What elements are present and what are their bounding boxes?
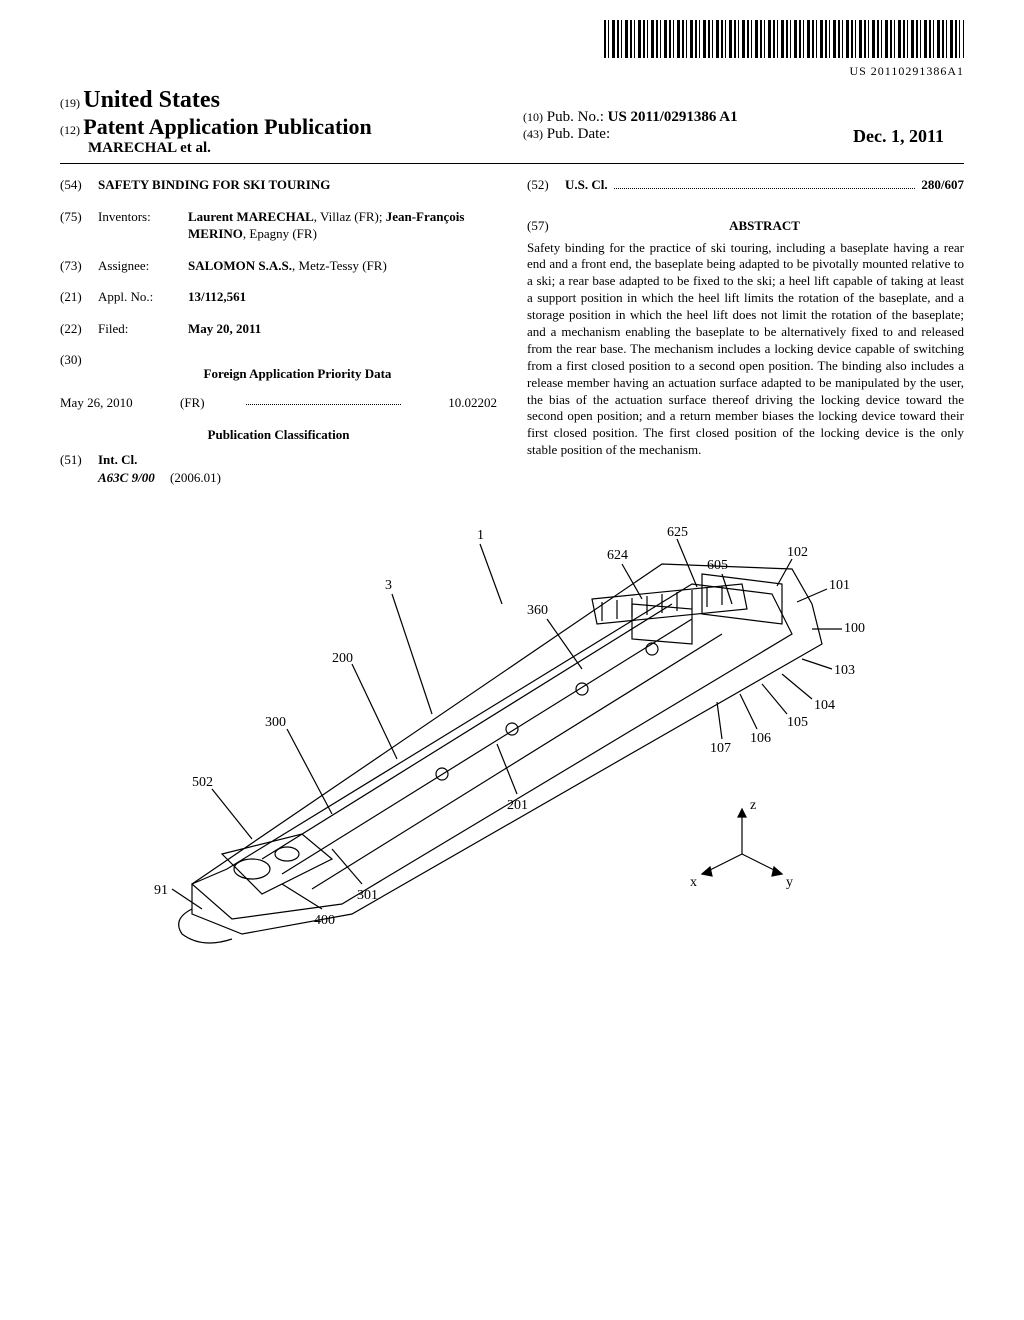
label-502: 502 bbox=[192, 775, 213, 790]
applno-value: 13/112,561 bbox=[188, 288, 497, 306]
axis-x: x bbox=[690, 875, 697, 890]
country-prefix: (19) bbox=[60, 96, 80, 110]
inventors-value: Laurent MARECHAL, Villaz (FR); Jean-Fran… bbox=[188, 208, 497, 243]
label-300: 300 bbox=[265, 715, 286, 730]
applno-num: (21) bbox=[60, 288, 98, 306]
label-3: 3 bbox=[385, 578, 392, 593]
uscl-num: (52) bbox=[527, 176, 565, 194]
inventor-1-loc: , Villaz (FR); bbox=[314, 209, 386, 224]
label-104: 104 bbox=[814, 698, 835, 713]
label-1: 1 bbox=[477, 528, 484, 543]
label-91: 91 bbox=[154, 883, 168, 898]
intcl-code: A63C 9/00 bbox=[60, 470, 170, 486]
intcl-date: (2006.01) bbox=[170, 470, 221, 486]
priority-country: (FR) bbox=[180, 395, 240, 411]
label-625: 625 bbox=[667, 525, 688, 540]
label-105: 105 bbox=[787, 715, 808, 730]
abstract-header: ABSTRACT bbox=[565, 218, 964, 234]
pub-date: Dec. 1, 2011 bbox=[853, 126, 964, 147]
intcl-num: (51) bbox=[60, 451, 98, 469]
pub-no: US 2011/0291386 A1 bbox=[608, 109, 738, 125]
label-103: 103 bbox=[834, 663, 855, 678]
axis-y: y bbox=[786, 875, 793, 890]
uscl-label: U.S. Cl. bbox=[565, 176, 608, 194]
uscl-dots bbox=[614, 179, 916, 189]
label-200: 200 bbox=[332, 651, 353, 666]
abstract-text: Safety binding for the practice of ski t… bbox=[527, 240, 964, 460]
label-301: 301 bbox=[357, 888, 378, 903]
label-624: 624 bbox=[607, 548, 628, 563]
applno-label: Appl. No.: bbox=[98, 288, 188, 306]
country: United States bbox=[83, 87, 220, 113]
classification-header: Publication Classification bbox=[60, 427, 497, 443]
pub-no-prefix: (10) bbox=[523, 110, 543, 124]
label-201: 201 bbox=[507, 798, 528, 813]
pub-date-label: Pub. Date: bbox=[547, 126, 610, 142]
label-360: 360 bbox=[527, 603, 548, 618]
assignee-num: (73) bbox=[60, 257, 98, 275]
assignee-value: SALOMON S.A.S., Metz-Tessy (FR) bbox=[188, 257, 497, 275]
barcode-number: US 20110291386A1 bbox=[60, 64, 964, 79]
priority-header: Foreign Application Priority Data bbox=[98, 365, 497, 383]
authors: MARECHAL et al. bbox=[60, 140, 523, 157]
invention-title: SAFETY BINDING FOR SKI TOURING bbox=[98, 176, 497, 194]
inventors-label: Inventors: bbox=[98, 208, 188, 243]
abstract-num: (57) bbox=[527, 218, 565, 234]
inventors-num: (75) bbox=[60, 208, 98, 243]
pub-date-prefix: (43) bbox=[523, 127, 543, 141]
priority-num: (30) bbox=[60, 351, 98, 393]
publication-title: Patent Application Publication bbox=[83, 114, 371, 139]
filed-value: May 20, 2011 bbox=[188, 320, 497, 338]
title-num: (54) bbox=[60, 176, 98, 194]
filed-num: (22) bbox=[60, 320, 98, 338]
assignee-loc: , Metz-Tessy (FR) bbox=[292, 258, 387, 273]
assignee-label: Assignee: bbox=[98, 257, 188, 275]
inventor-2-loc: , Epagny (FR) bbox=[243, 226, 317, 241]
filed-label: Filed: bbox=[98, 320, 188, 338]
label-106: 106 bbox=[750, 731, 771, 746]
patent-drawing: 1 3 200 300 502 91 400 301 201 360 624 6… bbox=[60, 514, 964, 1034]
label-605: 605 bbox=[707, 558, 728, 573]
priority-date: May 26, 2010 bbox=[60, 395, 180, 411]
label-107: 107 bbox=[710, 741, 731, 756]
axis-z: z bbox=[750, 798, 756, 813]
priority-number: 10.02202 bbox=[407, 395, 497, 411]
intcl-label: Int. Cl. bbox=[98, 451, 497, 469]
inventor-1-name: Laurent MARECHAL bbox=[188, 209, 314, 224]
label-101: 101 bbox=[829, 578, 850, 593]
label-100: 100 bbox=[844, 621, 865, 636]
pub-no-label: Pub. No.: bbox=[547, 109, 604, 125]
barcode bbox=[604, 20, 964, 58]
pub-prefix: (12) bbox=[60, 123, 80, 137]
divider bbox=[60, 163, 964, 164]
assignee-name: SALOMON S.A.S. bbox=[188, 258, 292, 273]
label-102: 102 bbox=[787, 545, 808, 560]
label-400: 400 bbox=[314, 913, 335, 928]
uscl-value: 280/607 bbox=[921, 176, 964, 194]
priority-dots bbox=[246, 395, 401, 405]
